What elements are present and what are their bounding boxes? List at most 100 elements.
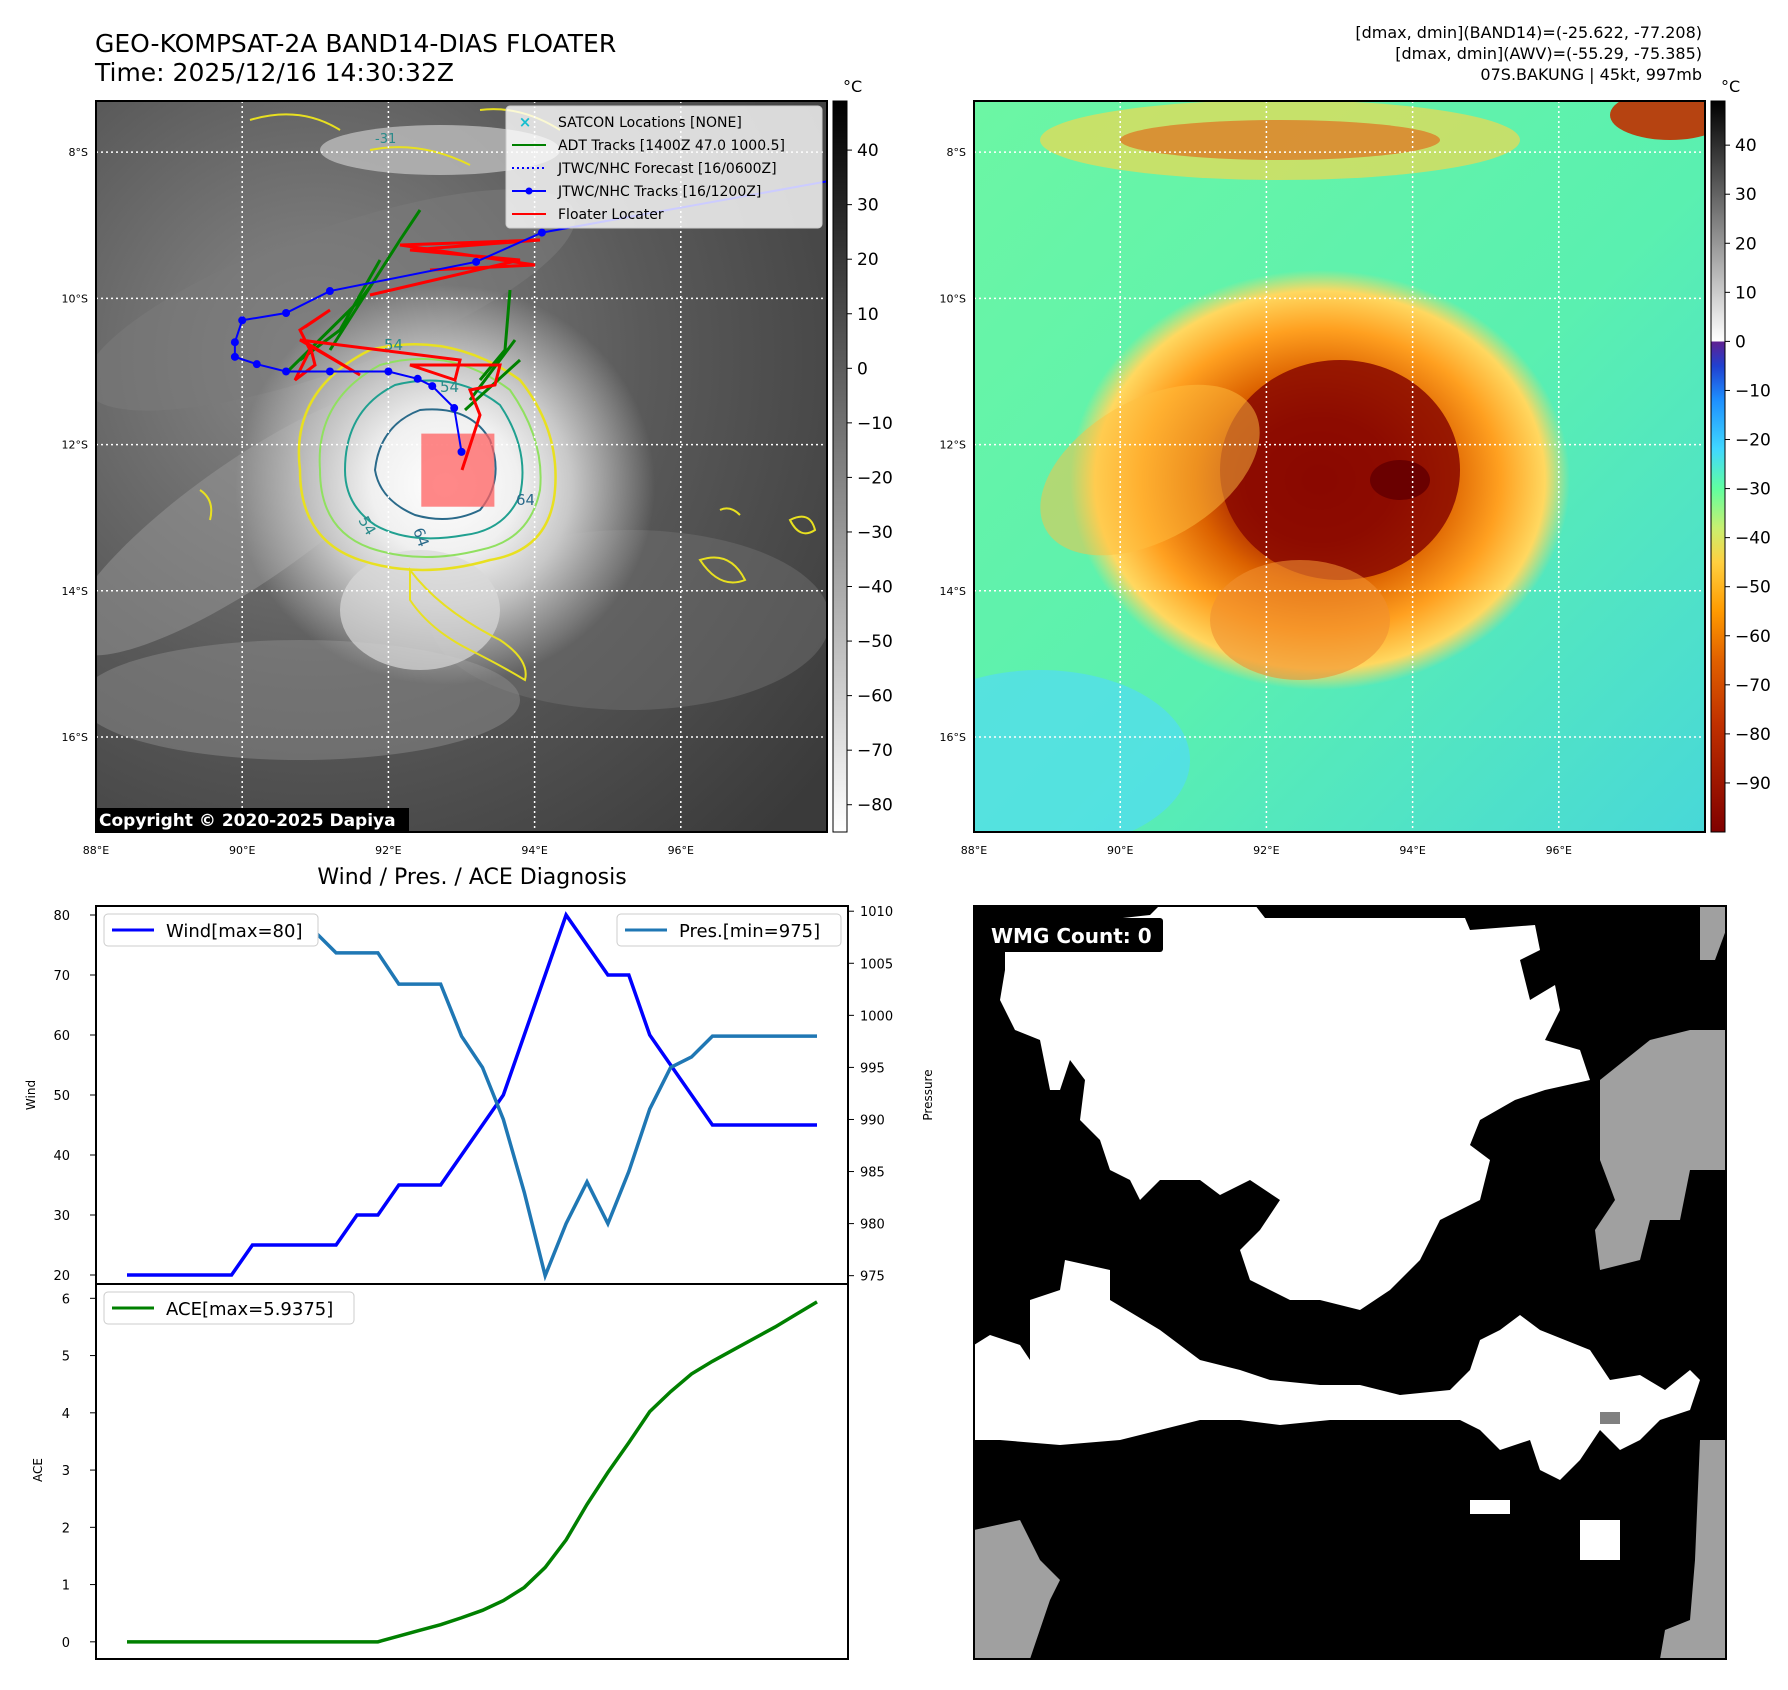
adt-tracks	[285, 209, 522, 412]
jtwc-track-point	[450, 404, 459, 413]
legend-symbol-x: ×	[519, 113, 532, 131]
colorbar-tick-label: 40	[857, 141, 879, 161]
ace-tick-label: 2	[62, 1521, 70, 1536]
color-ir-map-panel: 8°S 10°S 12°S 14°S 16°S 88°E 90°E 92°E 94°E 96°E…	[940, 77, 1771, 857]
lat-label: 14°S	[940, 585, 966, 598]
colorbar-tick-label: −50	[1735, 578, 1771, 598]
colorbar-tick-label: −40	[1735, 529, 1771, 549]
lat-label: 10°S	[62, 292, 88, 305]
jtwc-track-point	[230, 352, 239, 361]
lon-label: 94°E	[521, 844, 547, 857]
jtwc-track-point	[457, 447, 466, 456]
colorbar-tick-label: −20	[1735, 431, 1771, 451]
colorbar-tick-label: −60	[1735, 627, 1771, 647]
contour-label-54a: 54	[384, 336, 403, 354]
lon-label: 92°E	[1253, 844, 1279, 857]
colorbar-tick-label: −10	[1735, 381, 1771, 401]
ace-tick-label: 6	[62, 1292, 70, 1307]
contour-label-31: -31	[375, 132, 396, 147]
pressure-tick-label: 1010	[860, 905, 893, 920]
wmg-panel: WMG Count: 0	[973, 905, 1727, 1660]
wind-tick-label: 40	[53, 1149, 70, 1164]
colorbar-tick-label: −70	[1735, 676, 1771, 696]
lat-labels-left: 8°S 10°S 12°S 14°S 16°S	[62, 146, 88, 744]
lon-labels-right: 88°E 90°E 92°E 94°E 96°E	[961, 844, 1572, 857]
floater-locater-track	[293, 238, 541, 471]
copyright-label: Copyright © 2020-2025 Dapiya	[99, 811, 396, 831]
lon-labels-left: 88°E 90°E 92°E 94°E 96°E	[83, 844, 694, 857]
info-storm: 07S.BAKUNG | 45kt, 997mb	[1480, 65, 1702, 84]
colorbar-left-ticks: 40 30 20 10 0 −10 −20 −30 −40 −50 −60 −70 −80	[847, 141, 893, 816]
pressure-legend: Pres.[min=975]	[616, 913, 842, 947]
lat-label: 8°S	[947, 146, 966, 159]
wmg-count-label: WMG Count: 0	[991, 924, 1152, 948]
jtwc-track-point	[413, 374, 422, 383]
colorbar-right-unit: °C	[1721, 77, 1740, 96]
jtwc-track-point	[325, 287, 334, 296]
figure-time: Time: 2025/12/16 14:30:32Z	[94, 58, 454, 87]
ace-legend-label: ACE[max=5.9375]	[166, 1299, 333, 1320]
colorbar-tick-label: −50	[857, 632, 893, 652]
lat-label: 12°S	[62, 439, 88, 452]
wmg-gray-region-east	[1595, 1030, 1726, 1270]
jtwc-track-point	[472, 257, 481, 266]
colorbar-tick-label: 30	[1735, 185, 1757, 205]
colorbar-tick-label: −40	[857, 578, 893, 598]
lat-label: 8°S	[69, 146, 88, 159]
lat-label: 16°S	[940, 731, 966, 744]
wind-axis-label: Wind	[24, 1080, 38, 1110]
jtwc-track-point	[384, 367, 393, 376]
info-awv: [dmax, dmin](AWV)=(-55.29, -75.385)	[1395, 44, 1702, 63]
colorbar-tick-label: −90	[1735, 774, 1771, 794]
legend-label: ADT Tracks [1400Z 47.0 1000.5]	[558, 138, 785, 154]
colorbar-tick-label: 30	[857, 196, 879, 216]
legend-label: JTWC/NHC Forecast [16/0600Z]	[557, 161, 777, 177]
contour-teal	[343, 379, 524, 540]
lat-label: 16°S	[62, 731, 88, 744]
pressure-tick-label: 995	[860, 1061, 885, 1076]
legend-dot	[525, 187, 533, 195]
pressure-tick-label: 980	[860, 1218, 885, 1233]
colorbar-tick-label: −70	[857, 741, 893, 761]
lon-label: 88°E	[83, 844, 109, 857]
lon-label: 96°E	[1546, 844, 1572, 857]
legend-label: JTWC/NHC Tracks [16/1200Z]	[557, 184, 761, 200]
wind-series-line	[127, 911, 817, 1277]
wind-tick-label: 20	[53, 1269, 70, 1284]
colorbar-tick-label: −30	[857, 523, 893, 543]
lon-label: 90°E	[229, 844, 255, 857]
ace-chart: 6 5 4 3 2 1 0 ACE ACE[max=5.9375]	[31, 1283, 849, 1660]
contour-label-54c: 54	[440, 378, 459, 396]
ace-axis-label: ACE	[31, 1458, 45, 1482]
lat-label: 10°S	[940, 292, 966, 305]
pressure-axis-label: Pressure	[921, 1069, 935, 1120]
colorbar-right-ticks: 40 30 20 10 0 −10 −20 −30 −40 −50 −60 −70 −80 −90	[1725, 136, 1771, 794]
jtwc-track-point	[282, 308, 291, 317]
contour-label-64a: 64	[409, 525, 432, 549]
jtwc-track-point	[230, 338, 239, 347]
ace-tick-label: 3	[62, 1464, 70, 1479]
wind-axis-ticks: 80 70 60 50 40 30 20	[53, 909, 96, 1284]
pressure-tick-label: 990	[860, 1113, 885, 1128]
figure-title: GEO-KOMPSAT-2A BAND14-DIAS FLOATER	[95, 29, 616, 58]
ace-tick-label: 5	[62, 1350, 70, 1365]
colorbar-tick-label: −80	[857, 796, 893, 816]
colorbar-tick-label: 20	[857, 250, 879, 270]
jtwc-track-point	[238, 316, 247, 325]
floater-box	[421, 433, 495, 507]
ace-tick-label: 0	[62, 1636, 70, 1651]
lat-labels-right: 8°S 10°S 12°S 14°S 16°S	[940, 146, 966, 744]
colorbar-tick-label: −80	[1735, 725, 1771, 745]
ace-legend: ACE[max=5.9375]	[103, 1291, 355, 1325]
lat-label: 12°S	[940, 439, 966, 452]
contour-blue	[373, 408, 497, 520]
colorbar-tick-label: 40	[1735, 136, 1757, 156]
pressure-tick-label: 985	[860, 1166, 885, 1181]
lon-label: 88°E	[961, 844, 987, 857]
wind-tick-label: 80	[53, 909, 70, 924]
colorbar-tick-label: −30	[1735, 480, 1771, 500]
wind-tick-label: 70	[53, 969, 70, 984]
colorbar-tick-label: 10	[857, 305, 879, 325]
wind-legend: Wind[max=80]	[103, 913, 319, 947]
